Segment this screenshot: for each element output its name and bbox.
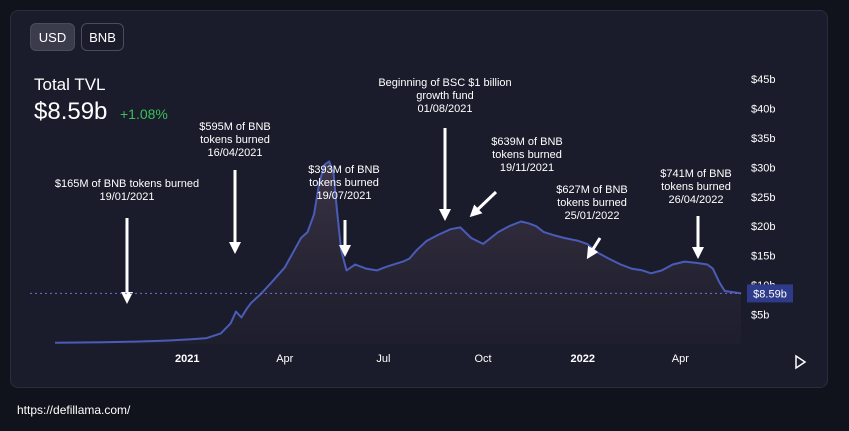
annotation-text: 19/01/2021 [99, 191, 154, 203]
source-url: https://defillama.com/ [17, 403, 131, 417]
annotation-text: tokens burned [309, 177, 379, 189]
annotation-text: tokens burned [492, 149, 562, 161]
current-value-label: $8.59b [753, 288, 787, 300]
y-tick-label: $45b [751, 74, 775, 86]
annotation-text: tokens burned [557, 197, 627, 209]
y-tick-label: $15b [751, 251, 775, 263]
annotation-text: 19/11/2021 [500, 162, 554, 174]
annotation-text: tokens burned [200, 134, 270, 146]
annotation-text: $639M of BNB [491, 136, 563, 148]
annotation-text: Beginning of BSC $1 billion [378, 77, 511, 89]
current-value-badge [747, 284, 793, 303]
y-tick-label: $30b [751, 162, 775, 174]
usd-toggle-button[interactable]: USD [30, 23, 75, 51]
annotation-text: $627M of BNB [556, 184, 628, 196]
play-icon[interactable] [795, 354, 807, 370]
annotation-text: $741M of BNB [660, 168, 732, 180]
x-tick-label: 2022 [571, 353, 595, 365]
annotation-text: 01/08/2021 [417, 103, 472, 115]
annotation-text: $595M of BNB [199, 121, 271, 133]
annotation-text: 26/04/2022 [668, 194, 723, 206]
total-tvl-value: $8.59b [34, 98, 108, 125]
total-tvl-label: Total TVL [34, 75, 106, 94]
x-tick-label: Jul [376, 353, 390, 365]
annotation-text: 25/01/2022 [564, 210, 619, 222]
annotation-text: 19/07/2021 [316, 190, 371, 202]
tvl-change-badge: +1.08% [120, 106, 168, 122]
annotation-arrow [469, 190, 498, 218]
x-tick-label: Oct [475, 353, 492, 365]
annotation-text: 16/04/2021 [207, 147, 262, 159]
y-tick-label: $25b [751, 192, 775, 204]
x-tick-label: Apr [276, 353, 293, 365]
y-tick-label: $5b [751, 310, 769, 322]
y-tick-label: $20b [751, 221, 775, 233]
y-tick-label: $35b [751, 133, 775, 145]
bnb-toggle-button[interactable]: BNB [81, 23, 124, 51]
x-tick-label: 2021 [175, 353, 199, 365]
annotation-text: growth fund [416, 90, 473, 102]
x-tick-label: Apr [672, 353, 689, 365]
annotation-text: tokens burned [661, 181, 731, 193]
tvl-area [55, 161, 741, 344]
y-tick-label: $40b [751, 103, 775, 115]
annotation-text: $165M of BNB tokens burned [55, 178, 199, 190]
annotation-text: $393M of BNB [308, 164, 380, 176]
tvl-line [54, 160, 742, 344]
annotation-arrow [586, 237, 602, 260]
